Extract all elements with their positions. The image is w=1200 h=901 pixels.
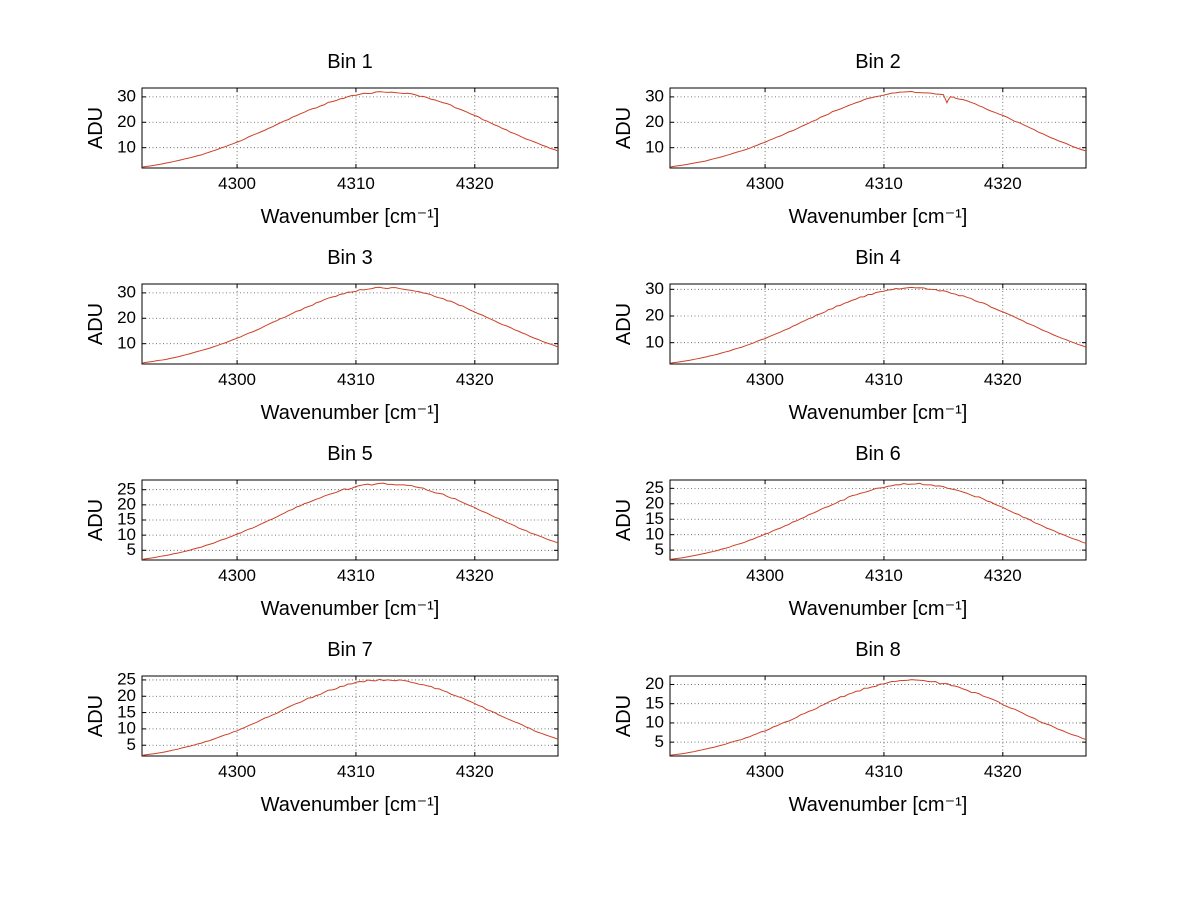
y-axis-label-bin-3: ADU [85, 302, 107, 346]
x-axis-label-bin-2: Wavenumber [cm⁻¹] [788, 206, 968, 228]
chart-title-bin-1: Bin 1 [327, 51, 373, 73]
x-axis-label-bin-6: Wavenumber [cm⁻¹] [788, 598, 968, 620]
chart-title-bin-5: Bin 5 [327, 443, 373, 465]
x-axis-label-bin-7: Wavenumber [cm⁻¹] [260, 794, 440, 816]
chart-title-bin-7: Bin 7 [327, 639, 373, 661]
chart-title-bin-4: Bin 4 [855, 247, 901, 269]
y-axis-label-bin-1: ADU [85, 106, 107, 150]
y-axis-label-bin-2: ADU [613, 106, 635, 150]
x-axis-label-bin-1: Wavenumber [cm⁻¹] [260, 206, 440, 228]
x-axis-label-bin-5: Wavenumber [cm⁻¹] [260, 598, 440, 620]
chart-title-bin-6: Bin 6 [855, 443, 901, 465]
chart-title-bin-8: Bin 8 [855, 639, 901, 661]
x-axis-label-bin-4: Wavenumber [cm⁻¹] [788, 402, 968, 424]
chart-title-bin-2: Bin 2 [855, 51, 901, 73]
x-axis-label-bin-3: Wavenumber [cm⁻¹] [260, 402, 440, 424]
chart-title-bin-3: Bin 3 [327, 247, 373, 269]
y-axis-label-bin-4: ADU [613, 302, 635, 346]
y-axis-label-bin-7: ADU [85, 694, 107, 738]
y-axis-label-bin-8: ADU [613, 694, 635, 738]
x-axis-label-bin-8: Wavenumber [cm⁻¹] [788, 794, 968, 816]
y-axis-label-bin-5: ADU [85, 498, 107, 542]
y-axis-label-bin-6: ADU [613, 498, 635, 542]
